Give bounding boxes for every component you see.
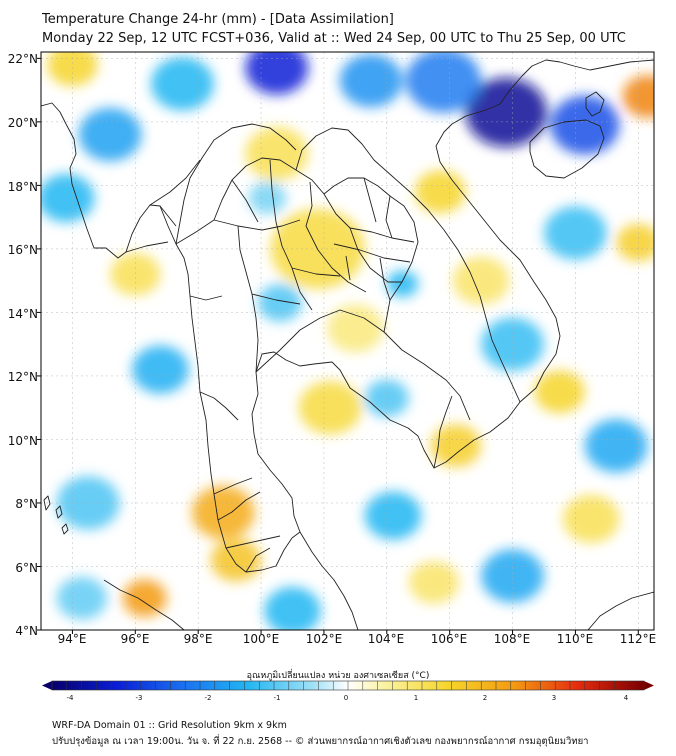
- lat-label-18n: 18°N: [7, 180, 38, 194]
- hainan-island: [529, 119, 605, 179]
- anomaly-blob-28: [191, 485, 255, 540]
- colorbar-tick-minus-2: -2: [204, 694, 212, 702]
- anomaly-blob-21: [622, 75, 654, 118]
- colorbar-tick-2: 2: [482, 694, 488, 702]
- anomaly-blob-17: [56, 476, 120, 530]
- anomaly-blob-20: [248, 182, 287, 215]
- colorbar-tick-4: 4: [623, 694, 629, 702]
- cambodia-border: [255, 309, 471, 421]
- leizhou-peninsula: [585, 91, 605, 117]
- lat-label-8n: 8°N: [15, 497, 38, 511]
- anomaly-blob-19: [56, 576, 108, 620]
- malay-peninsula-east: [299, 531, 359, 630]
- anomaly-blob-2: [550, 95, 620, 155]
- anomaly-blob-8: [132, 345, 189, 394]
- lat-label-12n: 12°N: [7, 370, 38, 384]
- sumatra-coast: [103, 579, 185, 630]
- lon-label-106e: 106°E: [430, 632, 468, 646]
- lat-label-16n: 16°N: [7, 243, 38, 257]
- anomaly-blob-3: [405, 52, 482, 113]
- anomaly-blob-34: [562, 494, 620, 543]
- south-china-coast: [559, 59, 654, 71]
- anomaly-blob-14: [584, 419, 648, 473]
- lon-label-94e: 94°E: [57, 632, 87, 646]
- anomaly-blob-6: [41, 174, 95, 223]
- anomaly-blob-26: [47, 52, 98, 87]
- borneo-coast: [587, 591, 654, 630]
- myanmar-border: [175, 123, 297, 245]
- colorbar-max-arrow: [644, 681, 654, 690]
- lon-label-108e: 108°E: [493, 632, 531, 646]
- anomaly-blob-33: [534, 370, 585, 414]
- anomaly-blob-12: [481, 317, 544, 371]
- colorbar-tick-minus-1: -1: [273, 694, 281, 702]
- andaman-islands: [43, 495, 69, 535]
- lat-label-20n: 20°N: [7, 116, 38, 130]
- anomaly-blob-7: [151, 57, 214, 111]
- anomaly-blob-0: [245, 52, 309, 95]
- colorbar-min-arrow: [42, 681, 52, 690]
- colorbar-tick-3: 3: [551, 694, 557, 702]
- anomaly-blob-5: [78, 107, 142, 162]
- lat-label-14n: 14°N: [7, 307, 38, 321]
- thai-provinces-north: [213, 159, 415, 243]
- thailand-north-border: [175, 157, 419, 333]
- colorbar-tick-minus-3: -3: [135, 694, 143, 702]
- anomaly-blob-22: [616, 223, 654, 262]
- colorbar-minor-ticks: [51, 681, 645, 690]
- anomaly-blob-36: [327, 304, 384, 353]
- anomaly-blob-18: [264, 586, 321, 630]
- lon-label-112e: 112°E: [619, 632, 657, 646]
- lat-label-22n: 22°N: [7, 52, 38, 66]
- lon-label-98e: 98°E: [183, 632, 213, 646]
- footer-credit: ปรับปรุงข้อมูล ณ เวลา 19:00น. วัน จ. ที่…: [52, 736, 589, 747]
- anomaly-blob-31: [298, 380, 362, 435]
- colorbar-tick-0: 0: [343, 694, 349, 702]
- anomaly-blob-10: [257, 284, 302, 322]
- thai-provinces-northeast: [333, 177, 411, 301]
- anomaly-blob-27: [110, 252, 161, 296]
- lon-label-104e: 104°E: [367, 632, 405, 646]
- map-border: [40, 51, 655, 631]
- anomaly-blob-1: [465, 77, 548, 148]
- anomaly-blob-32: [430, 424, 482, 468]
- anomaly-blob-29: [210, 538, 262, 582]
- lon-label-110e: 110°E: [556, 632, 594, 646]
- anomaly-blob-9: [386, 270, 419, 298]
- laos-vietnam-border: [295, 127, 501, 359]
- coastlines: [41, 59, 654, 630]
- anomaly-blob-23: [415, 170, 466, 214]
- anomaly-blob-4: [339, 53, 403, 108]
- anomaly-blob-16: [364, 491, 422, 540]
- colorbar-title: อุณหภูมิเปลี่ยนแปลง หน่วย องศาเซลเซียส (…: [246, 671, 430, 681]
- lat-label-6n: 6°N: [15, 561, 38, 575]
- map-title: Temperature Change 24-hr (mm) - [Data As…: [42, 12, 394, 27]
- axis-ticks: [37, 57, 639, 634]
- lon-label-102e: 102°E: [305, 632, 343, 646]
- anomaly-blob-37: [452, 256, 510, 305]
- thai-provinces-central: [237, 221, 402, 373]
- mainland-coastline: [41, 59, 561, 573]
- lon-label-100e: 100°E: [242, 632, 280, 646]
- vietnam-south: [433, 357, 521, 469]
- lat-label-4n: 4°N: [15, 624, 38, 638]
- anomaly-blob-15: [481, 549, 544, 603]
- anomaly-blob-35: [408, 560, 460, 604]
- footer-model-info: WRF-DA Domain 01 :: Grid Resolution 9km …: [52, 720, 287, 731]
- map-subtitle: Monday 22 Sep, 12 UTC FCST+036, Valid at…: [42, 31, 626, 46]
- colorbar-tick-1: 1: [413, 694, 419, 702]
- lon-label-96e: 96°E: [120, 632, 150, 646]
- southern-thailand-divisions: [213, 477, 281, 573]
- anomaly-blob-25: [245, 126, 309, 181]
- anomaly-blob-30: [122, 579, 167, 617]
- lat-label-10n: 10°N: [7, 434, 38, 448]
- colorbar-tick-minus-4: -4: [66, 694, 74, 702]
- myanmar-divisions: [125, 159, 239, 421]
